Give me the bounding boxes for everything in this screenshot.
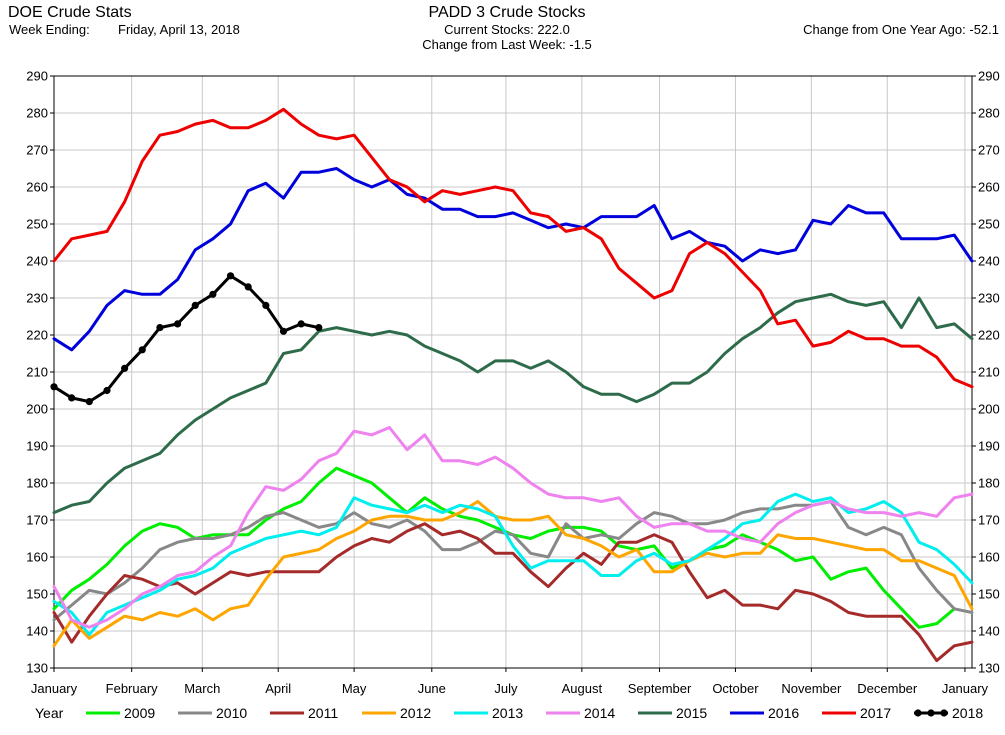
change-last-week: Change from Last Week: -1.5 — [422, 37, 592, 52]
y-tick-label-right: 130 — [978, 661, 1000, 676]
point-2018 — [244, 283, 252, 291]
y-tick-label-left: 140 — [26, 624, 48, 639]
legend-label-2009: 2009 — [124, 705, 155, 721]
point-2018 — [85, 398, 93, 406]
point-2018 — [121, 364, 129, 372]
legend-marker-2018 — [914, 709, 922, 717]
point-2018 — [279, 327, 288, 335]
y-tick-label-left: 180 — [26, 476, 48, 491]
app-title: DOE Crude Stats — [8, 4, 132, 21]
week-ending-label: Week Ending: — [9, 22, 90, 37]
series-line-2011 — [52, 522, 974, 663]
series-line-2018 — [52, 274, 321, 404]
x-tick-label: January — [31, 681, 78, 696]
y-tick-label-right: 240 — [978, 254, 1000, 269]
legend-label-2010: 2010 — [216, 705, 247, 721]
week-ending-date: Friday, April 13, 2018 — [118, 22, 240, 37]
legend-title: Year — [35, 705, 64, 721]
point-2018 — [138, 346, 146, 354]
point-2018 — [226, 272, 235, 280]
point-2018 — [297, 320, 305, 328]
x-tick-label: April — [265, 681, 291, 696]
y-tick-label-left: 150 — [26, 587, 48, 602]
axes: 130 130 140 140 150 150 160 160 170 170 180 180 190 1… — [26, 69, 999, 697]
y-tick-label-right: 260 — [978, 180, 1000, 195]
y-tick-label-left: 190 — [26, 439, 48, 454]
point-2018 — [262, 301, 270, 309]
legend-label-2017: 2017 — [860, 705, 891, 721]
y-tick-label-left: 200 — [26, 402, 48, 417]
y-tick-label-right: 200 — [978, 402, 1000, 417]
x-tick-label: December — [857, 681, 918, 696]
legend-marker-2018 — [940, 709, 948, 717]
legend-marker-2018 — [927, 709, 935, 717]
y-tick-label-left: 240 — [26, 254, 48, 269]
point-2018 — [209, 290, 217, 298]
series-line-2009 — [52, 466, 956, 629]
x-tick-label: May — [342, 681, 367, 696]
series-line-2017 — [52, 107, 974, 389]
series-line-2013 — [52, 492, 974, 637]
change-year-ago: Change from One Year Ago: -52.1 — [803, 22, 999, 37]
y-tick-label-left: 250 — [26, 217, 48, 232]
point-2018 — [50, 383, 58, 391]
x-tick-label: November — [781, 681, 842, 696]
point-2018 — [315, 324, 323, 332]
y-tick-label-left: 170 — [26, 513, 48, 528]
y-tick-label-right: 160 — [978, 550, 1000, 565]
legend-label-2013: 2013 — [492, 705, 523, 721]
legend-label-2015: 2015 — [676, 705, 707, 721]
y-tick-label-right: 250 — [978, 217, 1000, 232]
y-tick-label-right: 190 — [978, 439, 1000, 454]
x-tick-label: October — [712, 681, 759, 696]
y-tick-label-right: 150 — [978, 587, 1000, 602]
y-tick-label-right: 290 — [978, 69, 1000, 84]
legend-label-2018: 2018 — [952, 705, 983, 721]
x-tick-label: February — [106, 681, 159, 696]
x-tick-label: September — [628, 681, 692, 696]
y-tick-label-right: 210 — [978, 365, 1000, 380]
series — [50, 107, 974, 663]
x-tick-label: July — [494, 681, 518, 696]
y-tick-label-right: 270 — [978, 143, 1000, 158]
point-2018 — [103, 386, 111, 395]
y-tick-label-left: 160 — [26, 550, 48, 565]
y-tick-label-right: 280 — [978, 106, 1000, 121]
legend-label-2014: 2014 — [584, 705, 615, 721]
series-line-2016 — [52, 167, 974, 352]
current-stocks: Current Stocks: 222.0 — [444, 22, 570, 37]
y-tick-label-left: 280 — [26, 106, 48, 121]
y-tick-label-left: 210 — [26, 365, 48, 380]
series-line-2014 — [52, 426, 974, 629]
legend: Year 2009 2010 2011 2012 2013 2014 2015 2016 2017… — [35, 705, 983, 721]
x-tick-label: January — [942, 681, 989, 696]
point-2018 — [68, 394, 76, 402]
series-line-2012 — [52, 500, 974, 648]
y-tick-label-left: 220 — [26, 328, 48, 343]
y-tick-label-right: 170 — [978, 513, 1000, 528]
y-tick-label-right: 220 — [978, 328, 1000, 343]
legend-label-2011: 2011 — [308, 705, 338, 721]
x-tick-label: August — [562, 681, 603, 696]
point-2018 — [173, 320, 182, 328]
y-tick-label-right: 230 — [978, 291, 1000, 306]
x-tick-label: June — [418, 681, 446, 696]
y-tick-label-right: 180 — [978, 476, 1000, 491]
point-2018 — [191, 301, 199, 309]
y-tick-label-left: 270 — [26, 143, 48, 158]
point-2018 — [156, 324, 164, 332]
legend-label-2012: 2012 — [400, 705, 431, 721]
y-tick-label-left: 230 — [26, 291, 48, 306]
y-tick-label-left: 130 — [26, 661, 48, 676]
chart-title: PADD 3 Crude Stocks — [428, 4, 586, 21]
x-tick-label: March — [184, 681, 220, 696]
legend-label-2016: 2016 — [768, 705, 799, 721]
series-line-2015 — [52, 292, 974, 515]
y-tick-label-left: 290 — [26, 69, 48, 84]
y-tick-label-left: 260 — [26, 180, 48, 195]
y-tick-label-right: 140 — [978, 624, 1000, 639]
